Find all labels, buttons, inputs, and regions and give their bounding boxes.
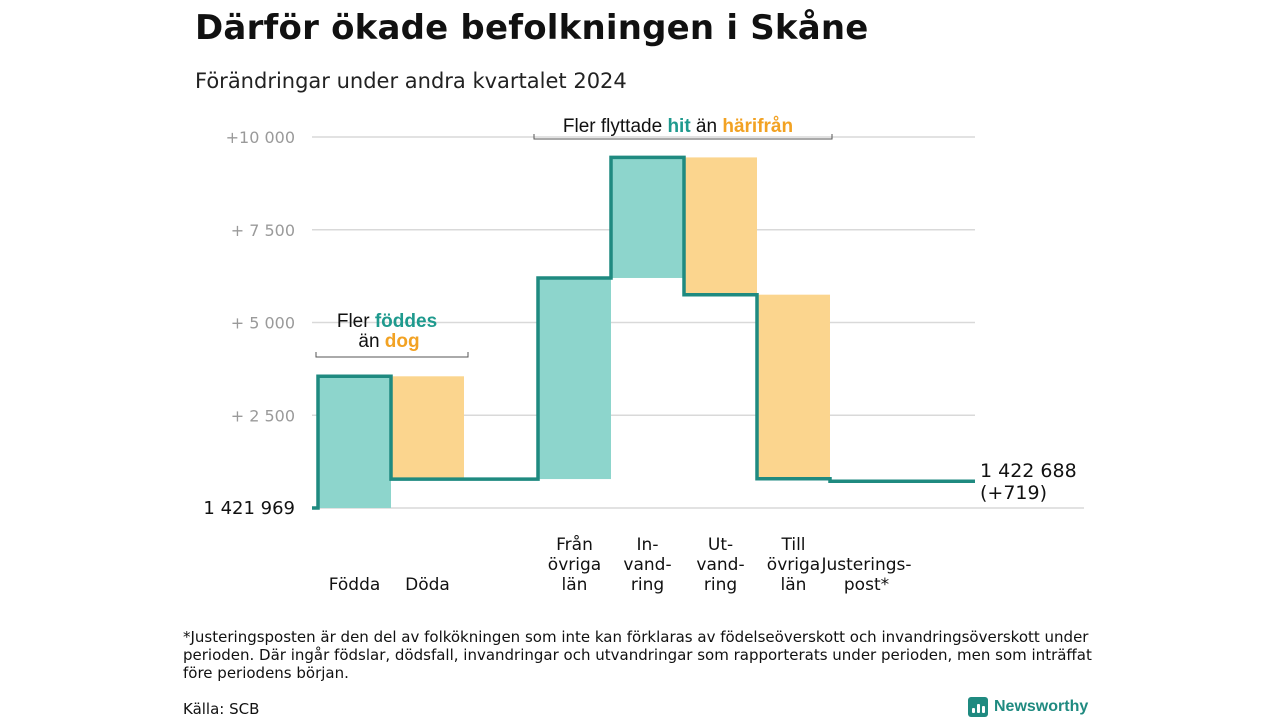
annotation-born-line1-part: födde	[375, 311, 427, 332]
chart-title: Därför ökade befolkningen i Skåne	[195, 8, 869, 48]
bar-0	[318, 376, 391, 508]
base-value-label: 1 421 969	[203, 498, 295, 519]
logo-text: Newsworthy	[994, 698, 1089, 715]
category-label-3: vand-	[623, 555, 671, 575]
category-label-4: ring	[704, 575, 737, 595]
category-label-1: Döda	[405, 575, 450, 595]
category-label-5: övriga	[767, 555, 820, 575]
annotation-born-line2-part: än	[358, 331, 384, 352]
annotation-born-line2-part: dog	[385, 331, 420, 352]
category-label-2: övriga	[548, 555, 601, 575]
end-change-label: (+719)	[980, 482, 1047, 504]
end-value-label: 1 422 688	[980, 460, 1077, 482]
waterfall-chart: + 2 500 + 5 000 + 7 500 +10 000 1 421 969 1 4…	[203, 116, 1084, 595]
annotation-moved: Fler flyttade hit än härifrån	[563, 116, 793, 137]
category-label-4: Ut-	[708, 535, 733, 555]
bar-4	[684, 157, 757, 295]
footnote: *Justeringsposten är den del av folkökni…	[183, 628, 1092, 682]
bar-5	[757, 294, 830, 479]
annotation-moved-part: hit	[667, 116, 691, 137]
annotation-moved-bracket	[533, 134, 833, 140]
annotation-born-line1-part: Fler	[337, 311, 375, 332]
bar-2	[538, 277, 611, 480]
annotation-born-bracket	[315, 352, 469, 358]
category-label-6: post*	[844, 575, 889, 595]
y-tick-label: +10 000	[226, 128, 295, 147]
annotation-born-line1: Fler föddes	[337, 311, 437, 332]
category-label-5: Till	[780, 535, 805, 555]
annotation-moved-part: än	[691, 116, 723, 137]
y-tick-label: + 7 500	[231, 221, 295, 240]
y-tick-label: + 5 000	[231, 314, 295, 333]
category-label-5: län	[781, 575, 807, 595]
category-label-2: län	[562, 575, 588, 595]
category-label-3: In-	[637, 535, 659, 555]
bar-1	[391, 376, 464, 480]
waterfall-step-line	[312, 155, 975, 510]
annotation-moved-part: Fler flyttade	[563, 116, 668, 137]
category-label-2: Från	[556, 534, 593, 555]
category-label-0: Födda	[329, 575, 381, 595]
bar-3	[611, 157, 684, 278]
annotation-born-line2: än dog	[358, 331, 419, 352]
y-tick-label: + 2 500	[231, 406, 295, 425]
category-label-6: Justerings-	[820, 555, 911, 575]
category-label-3: ring	[631, 575, 664, 595]
bar-chart-icon	[968, 697, 988, 717]
annotation-moved-part: härifrån	[722, 116, 793, 137]
annotation-born-line1-part: s	[427, 311, 438, 332]
chart-subtitle: Förändringar under andra kvartalet 2024	[195, 69, 627, 93]
source-label: Källa: SCB	[183, 700, 260, 718]
category-label-4: vand-	[696, 555, 744, 575]
newsworthy-logo: Newsworthy	[968, 697, 1088, 717]
